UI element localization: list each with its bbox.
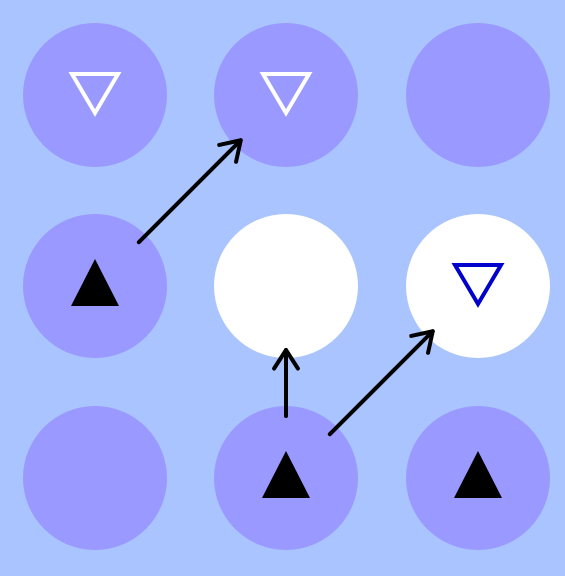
white-down-triangle-outline-piece[interactable] [259, 72, 313, 117]
board-cell-r1-c2[interactable] [406, 214, 550, 358]
white-down-triangle-outline-piece[interactable] [68, 72, 122, 117]
black-up-triangle-piece[interactable] [71, 259, 119, 306]
move-arrows-layer [136, 138, 435, 437]
board-cell-r0-c2[interactable] [406, 23, 550, 167]
board-cell-r2-c0[interactable] [23, 406, 167, 550]
black-up-triangle-piece[interactable] [262, 451, 310, 498]
move-arrow-2 [272, 348, 300, 418]
pieces-layer [68, 72, 505, 498]
black-up-triangle-piece[interactable] [454, 451, 502, 498]
blue-down-triangle-outline-piece[interactable] [451, 263, 505, 308]
move-arrow-3 [327, 329, 435, 437]
board-cell-r0-c1[interactable] [214, 23, 358, 167]
board-cell-r0-c0[interactable] [23, 23, 167, 167]
board-cell-r1-c1[interactable] [214, 214, 358, 358]
move-arrow-1 [136, 138, 243, 245]
